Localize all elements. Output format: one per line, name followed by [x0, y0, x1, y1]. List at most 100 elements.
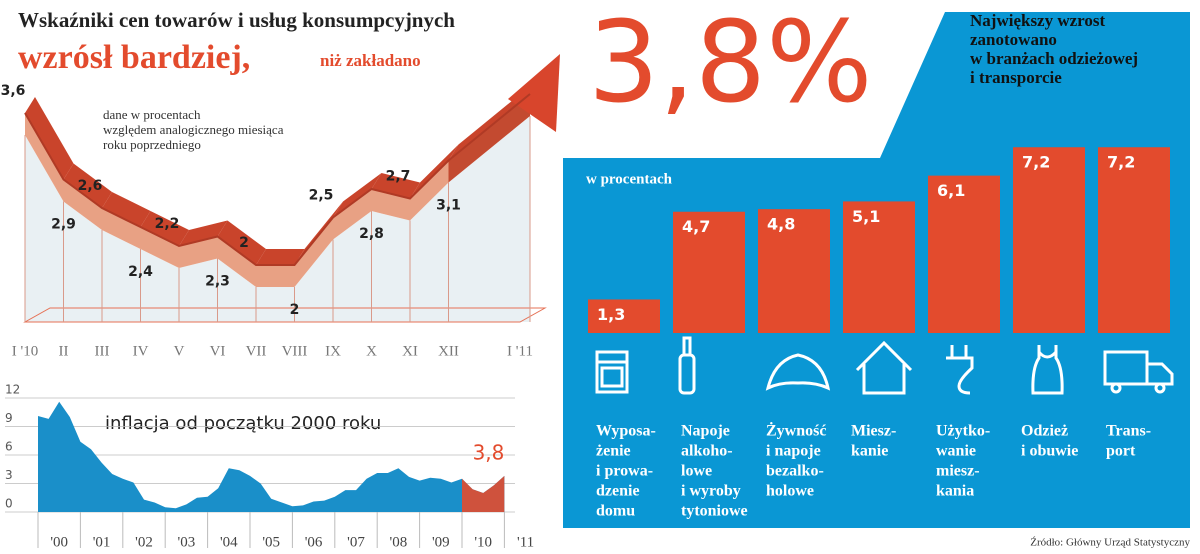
category-label: i obuwie — [1021, 443, 1078, 460]
category-label: Użytko- — [936, 423, 990, 440]
category-label: lowe — [681, 463, 712, 480]
x-tick-label: II — [59, 343, 69, 359]
floor — [23, 307, 547, 323]
category-label: miesz- — [936, 463, 980, 480]
category-label: żenie — [596, 443, 631, 460]
category-label: wanie — [936, 443, 976, 460]
category-label: i napoje — [766, 443, 821, 460]
ribbon-front — [410, 160, 449, 221]
value-label: 2 — [290, 302, 300, 318]
value-label: 6,1 — [937, 181, 965, 200]
x-tick-label: '00 — [50, 534, 68, 550]
backdrop — [25, 116, 530, 322]
x-tick-label: '11 — [517, 534, 534, 550]
panel-title: Największy wzrost — [970, 11, 1106, 30]
ribbon-top — [25, 97, 74, 180]
area-title: inflacja od początku 2000 roku — [105, 413, 381, 434]
category-label: holowe — [766, 483, 814, 500]
ribbon-front — [217, 236, 256, 287]
category-label: tytoniowe — [681, 503, 748, 520]
x-tick-label: '03 — [178, 534, 196, 550]
x-tick-label: '05 — [262, 534, 280, 550]
value-label: 1,3 — [597, 305, 625, 324]
category-label: Odzież — [1021, 423, 1068, 440]
x-tick-label: '01 — [93, 534, 111, 550]
category-label: Miesz- — [851, 423, 896, 440]
bar — [1098, 147, 1170, 333]
x-tick-label: X — [366, 343, 377, 359]
bar — [673, 211, 745, 333]
x-tick-label: XI — [402, 343, 418, 359]
value-label: 7,2 — [1022, 153, 1050, 172]
ribbon-front — [294, 217, 333, 287]
line — [24, 93, 531, 266]
bar-subtitle: w procentach — [586, 171, 673, 187]
category-label: alkoho- — [681, 443, 733, 460]
bar — [928, 175, 1000, 333]
bar — [1013, 147, 1085, 333]
value-label: 2,6 — [78, 178, 103, 194]
category-label: Trans- — [1106, 423, 1151, 440]
category-label: bezalko- — [766, 463, 824, 480]
x-tick-label: '10 — [474, 534, 492, 550]
x-tick-label: '08 — [390, 534, 408, 550]
y-tick-label: 9 — [5, 411, 13, 425]
x-tick-label: '06 — [305, 534, 323, 550]
category-label: i wyroby — [681, 483, 741, 500]
ribbon-top — [63, 163, 112, 208]
headline-tail: niż zakładano — [320, 51, 421, 70]
value-label: 7,2 — [1107, 153, 1135, 172]
value-label: 3,1 — [436, 198, 461, 214]
panel-title: w branżach odzieżowej — [970, 49, 1138, 68]
x-tick-label: V — [174, 343, 185, 359]
value-label: 2,4 — [128, 264, 153, 280]
ribbon-top — [217, 220, 266, 265]
y-tick-label: 0 — [5, 497, 13, 511]
ribbon-front — [448, 94, 530, 183]
area — [38, 401, 505, 512]
bar — [588, 299, 660, 333]
x-tick-label: XII — [438, 343, 459, 359]
value-label: 2,9 — [51, 217, 76, 233]
x-tick-label: '02 — [135, 534, 153, 550]
category-label: dzenie — [596, 483, 640, 500]
panel-title: i transporcie — [970, 68, 1062, 87]
value-label: 2,5 — [309, 188, 334, 204]
x-tick-label: VII — [246, 343, 267, 359]
x-tick-label: VIII — [282, 343, 308, 359]
ribbon-top — [179, 220, 228, 246]
source: Źródło: Główny Urząd Statystyczny — [1030, 537, 1190, 549]
category-label: i prowa- — [596, 463, 653, 480]
value-label: 2,7 — [386, 169, 411, 185]
x-tick-label: VI — [210, 343, 226, 359]
note: względem analogicznego miesiąca — [103, 122, 284, 137]
category-label: Wyposa- — [596, 423, 656, 440]
category-label: port — [1106, 443, 1136, 460]
end-label: 3,8 — [473, 440, 505, 464]
ribbon-top — [102, 192, 151, 227]
value-label: 2,3 — [205, 274, 230, 290]
big-value: 3,8% — [588, 0, 873, 128]
x-tick-label: '04 — [220, 534, 238, 550]
ribbon-front — [102, 208, 141, 249]
headline-accent: wzrósł bardziej, — [18, 39, 250, 76]
ribbon-top — [140, 211, 189, 246]
category-label: Żywność — [766, 421, 826, 440]
ribbon-top — [410, 144, 459, 199]
ribbon-front — [333, 189, 372, 240]
category-label: kanie — [851, 443, 888, 460]
x-tick-label: '09 — [432, 534, 450, 550]
headline: Wskaźniki cen towarów i usług konsumpcyj… — [18, 8, 455, 32]
bar — [843, 201, 915, 333]
note: roku poprzedniego — [103, 137, 201, 152]
ribbon-top — [256, 249, 305, 265]
value-label: 2,8 — [359, 226, 384, 242]
ribbon-top — [371, 173, 420, 199]
value-label: 4,7 — [682, 217, 710, 236]
value-label: 2,2 — [155, 216, 180, 232]
x-tick-label: IX — [325, 343, 341, 359]
category-label: domu — [596, 503, 635, 520]
x-tick-label: IV — [133, 343, 149, 359]
arrow-head — [508, 54, 560, 132]
